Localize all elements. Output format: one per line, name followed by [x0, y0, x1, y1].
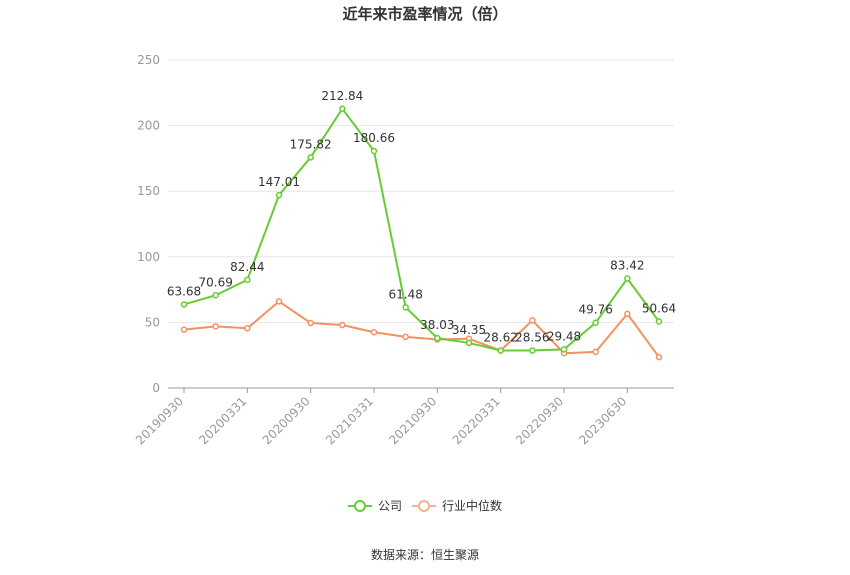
- y-tick-label: 150: [137, 184, 160, 198]
- point-company: [560, 346, 568, 353]
- point-company: [465, 339, 473, 347]
- legend-company-marker: [354, 500, 366, 512]
- data-label-company: 82.44: [230, 260, 264, 274]
- y-tick-label: 100: [137, 250, 160, 264]
- point-company: [497, 347, 504, 354]
- data-label-company: 34.35: [452, 323, 486, 337]
- data-label-company: 49.76: [578, 303, 612, 317]
- point-industry: [244, 325, 251, 332]
- point-industry: [307, 319, 314, 327]
- x-tick-label: 20200331: [196, 394, 249, 447]
- point-industry: [339, 321, 346, 329]
- point-company: [370, 147, 378, 155]
- data-label-company: 212.84: [321, 89, 363, 103]
- series-line-industry: [183, 300, 660, 358]
- y-tick-label: 200: [137, 119, 160, 133]
- data-label-company: 61.48: [388, 287, 422, 301]
- legend-item-company[interactable]: 公司: [348, 499, 402, 513]
- chart-title: 近年来市盈率情况（倍）: [342, 5, 507, 23]
- data-label-company: 29.48: [547, 329, 581, 343]
- legend[interactable]: 公司 行业中位数: [348, 498, 502, 513]
- series-line-company: [183, 107, 660, 352]
- point-industry: [592, 348, 599, 356]
- point-company: [402, 304, 409, 311]
- point-industry: [402, 333, 409, 341]
- point-company: [592, 319, 599, 326]
- data-label-company: 63.68: [167, 284, 201, 298]
- x-tick-label: 20220331: [450, 394, 503, 447]
- point-industry: [370, 328, 378, 336]
- data-label-company: 180.66: [353, 131, 395, 145]
- point-industry: [275, 298, 283, 305]
- y-tick-label: 0: [152, 381, 160, 395]
- data-label-company: 38.03: [420, 318, 454, 332]
- x-tick-label: 20200930: [260, 394, 313, 447]
- point-company: [339, 105, 346, 113]
- gridlines: [168, 59, 674, 323]
- data-label-company: 147.01: [258, 175, 300, 189]
- data-source: 数据来源：恒生聚源: [371, 547, 479, 562]
- legend-industry-marker: [418, 500, 430, 512]
- point-company: [655, 318, 663, 325]
- series-layer: [180, 105, 663, 361]
- x-tick-label: 20190930: [133, 394, 186, 447]
- y-tick-label: 50: [145, 315, 160, 329]
- x-tick-label: 20230630: [576, 394, 629, 447]
- data-label-company: 70.69: [198, 275, 232, 289]
- data-label-company: 28.56: [515, 331, 549, 345]
- point-company: [307, 154, 314, 161]
- point-industry: [212, 323, 219, 330]
- point-industry: [529, 317, 536, 324]
- legend-company-label: 公司: [378, 499, 402, 513]
- point-industry: [180, 326, 188, 333]
- data-label-company: 83.42: [610, 259, 644, 273]
- data-label-company: 28.62: [483, 330, 517, 344]
- point-company: [244, 276, 251, 284]
- point-company: [275, 191, 283, 199]
- data-label-company: 175.82: [290, 137, 332, 151]
- point-company: [624, 275, 631, 282]
- x-tick-label: 20210331: [323, 394, 376, 447]
- data-label-company: 50.64: [642, 302, 676, 316]
- x-tick-label: 20210930: [386, 394, 439, 447]
- x-tick-label: 20220930: [513, 394, 566, 447]
- x-axis: 20190930 20200331 20200930 20210331 20210930…: [133, 387, 674, 447]
- legend-item-industry[interactable]: 行业中位数: [412, 498, 502, 513]
- point-industry: [624, 310, 631, 318]
- legend-industry-label: 行业中位数: [442, 498, 502, 513]
- y-axis: 0 50 100 150 200 250: [137, 53, 160, 395]
- point-industry: [655, 353, 663, 361]
- point-company: [212, 292, 219, 299]
- y-tick-label: 250: [137, 53, 160, 67]
- point-company: [434, 334, 441, 342]
- point-company: [529, 347, 536, 354]
- point-company: [180, 301, 188, 308]
